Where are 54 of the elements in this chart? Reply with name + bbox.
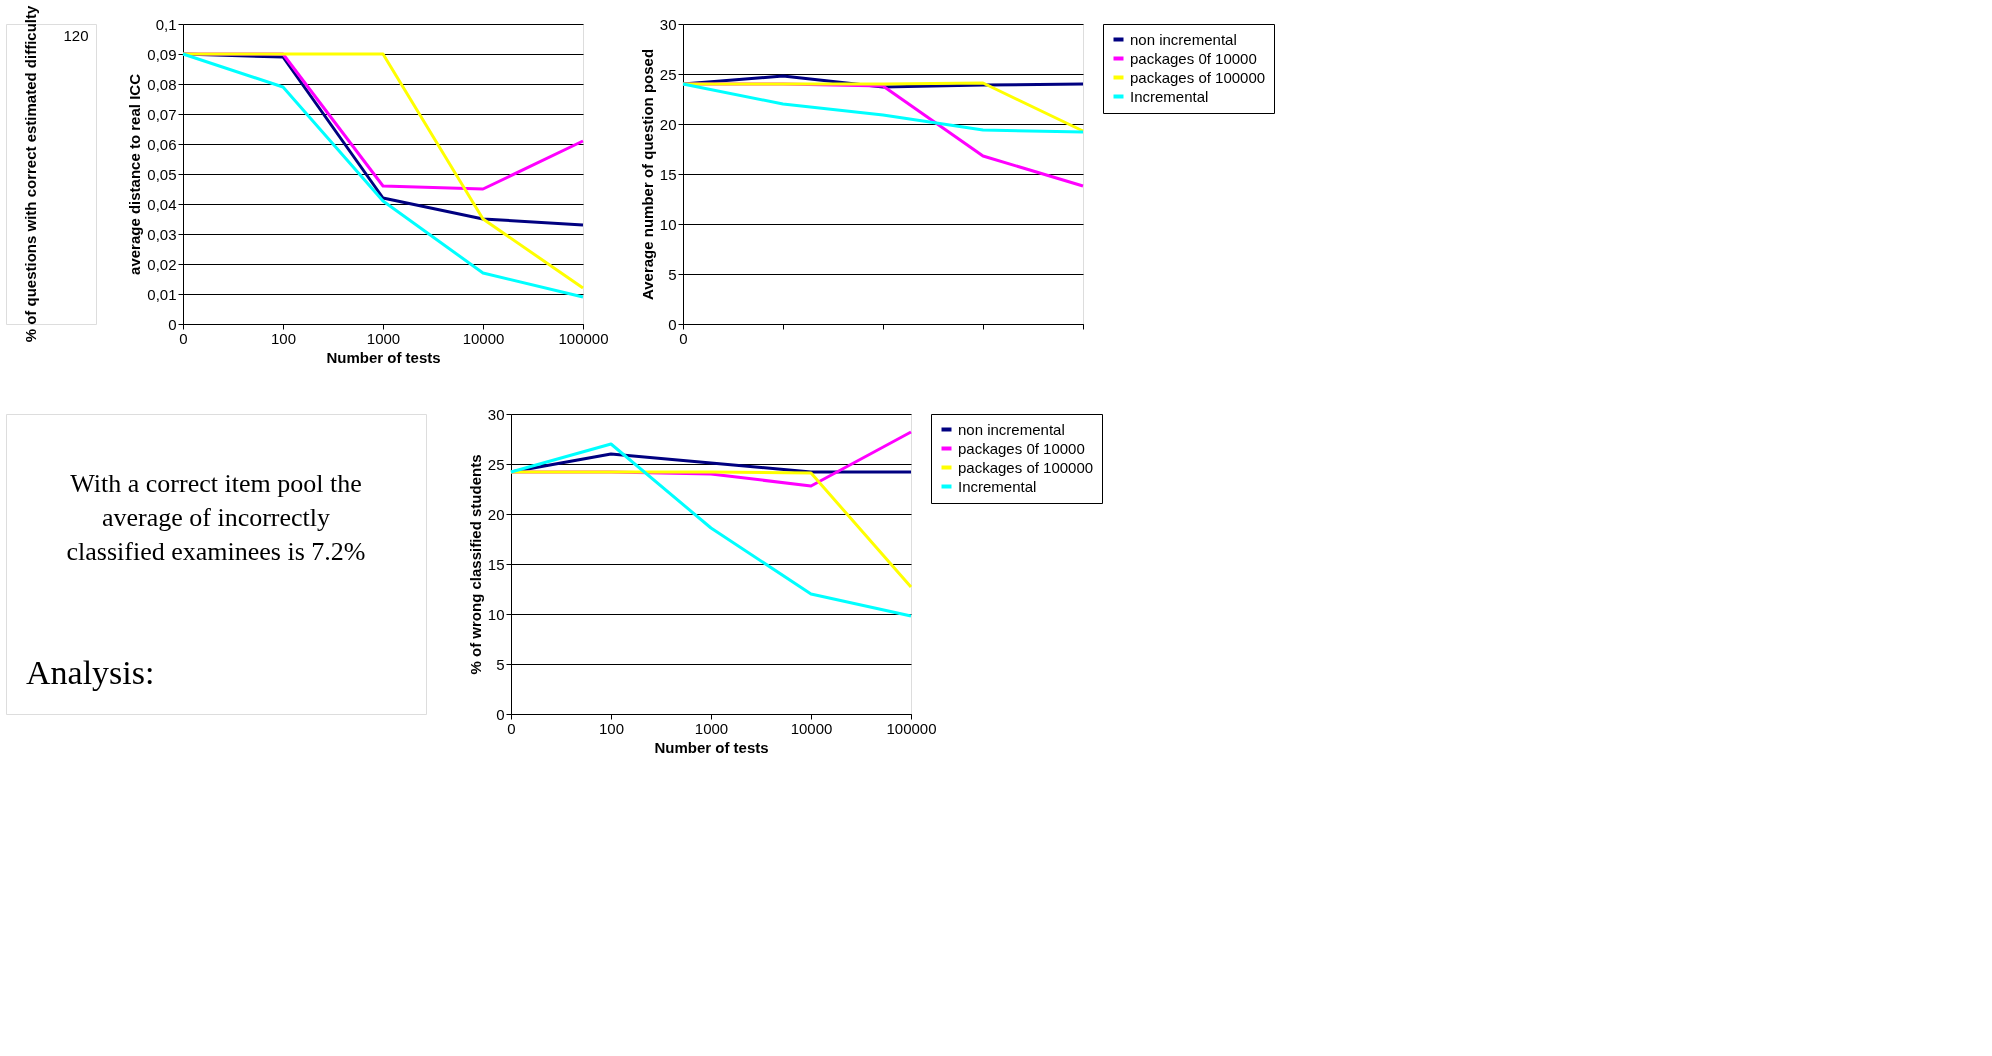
y-axis-title: average distance to real ICC xyxy=(126,73,144,275)
y-tick-label: 0,08 xyxy=(147,75,177,93)
text: With a correct item pool the average of incorrectly classified examinees is 7.2% xyxy=(66,469,366,566)
legend-label: Incremental xyxy=(958,477,1037,495)
y-tick-label: 0,04 xyxy=(147,195,177,213)
legend-label: packages of 100000 xyxy=(958,458,1094,476)
y-tick-label: 15 xyxy=(659,165,677,183)
y-axis-title: % of wrong classified students xyxy=(466,454,484,675)
text: Analysis: xyxy=(26,654,155,691)
y-tick-label: 10 xyxy=(659,215,677,233)
x-axis-title: Number of tests xyxy=(326,348,441,366)
legend-label: packages 0f 10000 xyxy=(958,439,1085,457)
y-tick-label: 0,02 xyxy=(147,255,177,273)
y-tick-label: 0,05 xyxy=(147,165,177,183)
x-tick-label: 0 xyxy=(679,329,688,347)
y-tick-label: 25 xyxy=(487,455,505,473)
y-tick-label: 30 xyxy=(659,15,677,33)
x-tick-label: 100 xyxy=(598,719,625,737)
x-tick-label: 0 xyxy=(507,719,516,737)
x-axis-title: Number of tests xyxy=(654,738,769,756)
y-tick-label: 25 xyxy=(659,65,677,83)
y-tick-label: 0,09 xyxy=(147,45,177,63)
legend-label: Incremental xyxy=(1130,87,1209,105)
y-tick-label: 0,06 xyxy=(147,135,177,153)
legend-label: non incremental xyxy=(1130,30,1237,48)
y-tick-label: 20 xyxy=(659,115,677,133)
y-tick-label: 20 xyxy=(487,505,505,523)
x-tick-label: 100000 xyxy=(886,719,937,737)
line-series xyxy=(509,442,913,618)
y-tick-label: 0,1 xyxy=(155,15,177,33)
legend-label: non incremental xyxy=(958,420,1065,438)
y-tick-label: 0,07 xyxy=(147,105,177,123)
y-axis-title: Average number of question posed xyxy=(638,48,656,301)
x-tick-label: 1000 xyxy=(366,329,401,347)
y-tick-label: 0 xyxy=(168,315,177,333)
y-tick-label: 10 xyxy=(487,605,505,623)
y-tick-label: 15 xyxy=(487,555,505,573)
y-tick-label: 0 xyxy=(496,705,505,723)
legend-label: packages of 100000 xyxy=(1130,68,1266,86)
y-tick-label: 30 xyxy=(487,405,505,423)
y-tick-label: 0,01 xyxy=(147,285,177,303)
x-tick-label: 100 xyxy=(270,329,297,347)
x-tick-label: 100000 xyxy=(558,329,609,347)
text: 120 xyxy=(63,27,89,44)
y-tick-label: 5 xyxy=(668,265,677,283)
x-tick-label: 1000 xyxy=(694,719,729,737)
y-tick-label: 0,03 xyxy=(147,225,177,243)
text: % of questions with correct estimated difficulty xyxy=(22,4,39,343)
x-tick-label: 10000 xyxy=(790,719,833,737)
y-tick-label: 5 xyxy=(496,655,505,673)
x-tick-label: 10000 xyxy=(462,329,505,347)
x-tick-label: 0 xyxy=(179,329,188,347)
legend-label: packages 0f 10000 xyxy=(1130,49,1257,67)
y-tick-label: 0 xyxy=(668,315,677,333)
